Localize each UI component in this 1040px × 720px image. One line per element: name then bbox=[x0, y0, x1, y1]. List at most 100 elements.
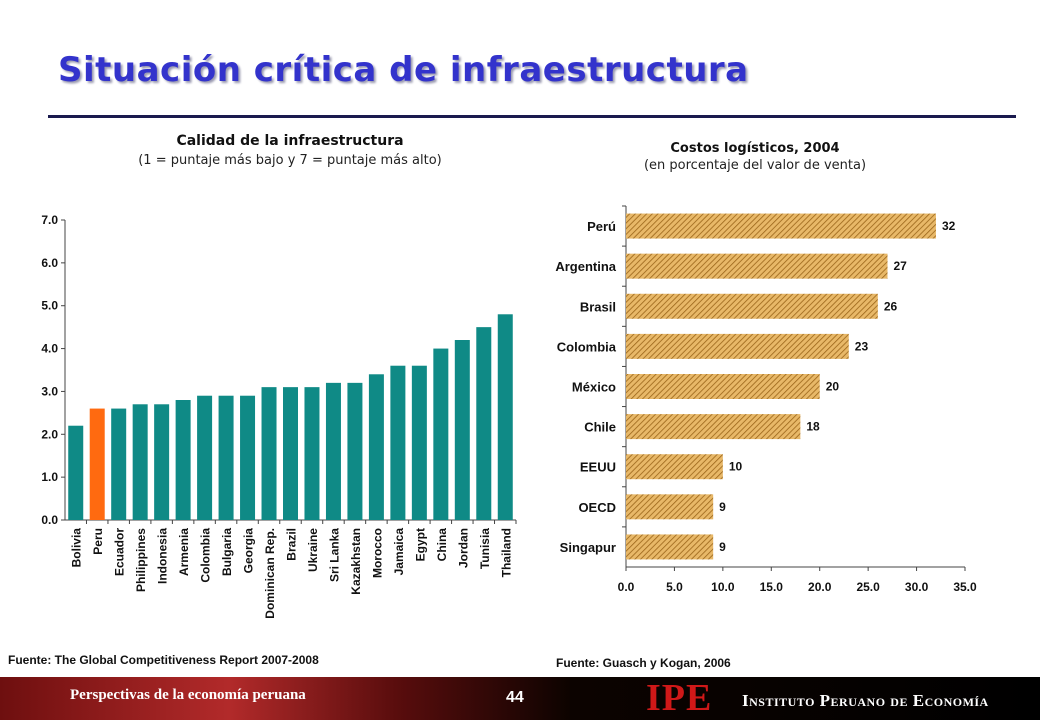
logistics-data-label: 9 bbox=[719, 540, 726, 554]
quality-y-tick-label: 7.0 bbox=[41, 213, 58, 227]
logistics-data-label: 32 bbox=[942, 219, 956, 233]
quality-category-label: Morocco bbox=[370, 528, 384, 578]
quality-category-label: China bbox=[435, 528, 449, 562]
logistics-bar-brasil bbox=[626, 293, 878, 319]
ipe-logo-name: Instituto Peruano de Economía bbox=[742, 691, 989, 710]
logistics-x-tick-label: 35.0 bbox=[953, 580, 977, 594]
quality-chart-source: Fuente: The Global Competitiveness Repor… bbox=[8, 653, 319, 667]
logistics-data-label: 27 bbox=[894, 259, 908, 273]
logistics-x-tick-label: 20.0 bbox=[808, 580, 832, 594]
quality-bar-ecuador bbox=[111, 408, 127, 520]
logistics-x-tick-label: 30.0 bbox=[905, 580, 929, 594]
quality-category-label: Kazakhstan bbox=[349, 528, 363, 595]
slide-title: Situación crítica de infraestructura bbox=[58, 50, 749, 90]
quality-bar-armenia bbox=[175, 400, 191, 520]
title-rule bbox=[48, 115, 1016, 118]
quality-bar-morocco bbox=[368, 374, 384, 520]
quality-category-label: Philippines bbox=[134, 528, 148, 592]
quality-bar-georgia bbox=[240, 395, 256, 520]
quality-y-tick-label: 5.0 bbox=[41, 299, 58, 313]
quality-bar-bulgaria bbox=[218, 395, 234, 520]
quality-y-tick-label: 1.0 bbox=[41, 470, 58, 484]
logistics-x-tick-label: 10.0 bbox=[711, 580, 735, 594]
logistics-bar-argentina bbox=[626, 253, 888, 279]
quality-category-label: Brazil bbox=[285, 528, 299, 561]
quality-chart: 0.0 1.0 2.0 3.0 4.0 5.0 6.0 7.0 Bolivia Peru Ecuad… bbox=[41, 213, 517, 619]
logistics-category-label: OECD bbox=[578, 500, 616, 515]
logistics-chart-header: Costos logísticos, 2004 (en porcentaje d… bbox=[545, 141, 965, 173]
logistics-category-label: Colombia bbox=[557, 339, 617, 354]
quality-bar-jordan bbox=[454, 340, 470, 520]
logistics-data-label: 10 bbox=[729, 460, 743, 474]
quality-category-label: Armenia bbox=[177, 528, 191, 576]
quality-y-tick-label: 2.0 bbox=[41, 427, 58, 441]
quality-bar-kazakhstan bbox=[347, 382, 363, 520]
quality-bar-ukraine bbox=[304, 387, 320, 520]
quality-category-label: Colombia bbox=[199, 528, 213, 583]
logistics-data-label: 18 bbox=[806, 420, 820, 434]
quality-category-label: Bulgaria bbox=[220, 528, 234, 576]
logistics-x-tick-label: 5.0 bbox=[666, 580, 683, 594]
quality-category-label: Sri Lanka bbox=[327, 528, 341, 582]
logistics-bar-chile bbox=[626, 414, 801, 440]
logistics-category-label: Brasil bbox=[580, 299, 616, 314]
quality-category-label: Jamaica bbox=[392, 528, 406, 576]
logistics-bar-singapur bbox=[626, 534, 714, 560]
quality-category-label: Bolivia bbox=[70, 528, 84, 568]
quality-bar-jamaica bbox=[390, 365, 406, 520]
quality-category-label: Georgia bbox=[242, 528, 256, 574]
quality-y-tick-label: 0.0 bbox=[41, 513, 58, 527]
logistics-category-label: Chile bbox=[584, 420, 616, 435]
logistics-category-label: Argentina bbox=[555, 259, 616, 274]
logistics-category-label: México bbox=[572, 380, 616, 395]
quality-category-label: Dominican Rep. bbox=[263, 528, 277, 619]
logistics-bar-colombia bbox=[626, 333, 849, 359]
quality-bar-thailand bbox=[497, 314, 513, 520]
quality-bar-brazil bbox=[283, 387, 298, 520]
quality-chart-header: Calidad de la infraestructura (1 = punta… bbox=[70, 133, 510, 168]
quality-category-label: Thailand bbox=[499, 528, 513, 577]
logistics-bar-oecd bbox=[626, 494, 714, 520]
logistics-category-label: Perú bbox=[587, 219, 616, 234]
quality-chart-title: Calidad de la infraestructura bbox=[176, 133, 404, 149]
logistics-bar-peru bbox=[626, 213, 936, 239]
quality-bar-sri-lanka bbox=[325, 382, 341, 520]
footer-bar: Perspectivas de la economía peruana 44 I… bbox=[0, 677, 1040, 720]
quality-category-label: Indonesia bbox=[156, 528, 170, 584]
logistics-category-label: Singapur bbox=[560, 540, 616, 555]
logistics-x-tick-label: 0.0 bbox=[618, 580, 635, 594]
logistics-data-label: 23 bbox=[855, 339, 869, 353]
quality-bar-indonesia bbox=[154, 404, 170, 520]
quality-bar-philippines bbox=[132, 404, 148, 520]
logistics-data-label: 26 bbox=[884, 299, 898, 313]
ipe-logo: IPE bbox=[646, 677, 713, 719]
quality-category-label: Peru bbox=[91, 528, 105, 555]
logistics-x-tick-label: 15.0 bbox=[760, 580, 784, 594]
quality-bar-peru bbox=[89, 408, 105, 520]
logistics-bar-mexico bbox=[626, 374, 820, 399]
quality-chart-subtitle: (1 = puntaje más bajo y 7 = puntaje más … bbox=[138, 153, 442, 168]
logistics-category-label: EEUU bbox=[580, 460, 616, 475]
logistics-chart: 0.0 5.0 10.0 15.0 20.0 25.0 30.0 35.0 Perú 32 Arge… bbox=[555, 205, 977, 594]
logistics-chart-source: Fuente: Guasch y Kogan, 2006 bbox=[556, 656, 731, 670]
quality-y-tick-label: 4.0 bbox=[41, 342, 58, 356]
quality-y-tick-label: 6.0 bbox=[41, 256, 58, 270]
quality-bar-china bbox=[433, 348, 449, 520]
quality-category-label: Egypt bbox=[413, 528, 427, 561]
quality-y-tick-label: 3.0 bbox=[41, 384, 58, 398]
quality-category-label: Tunisia bbox=[478, 528, 492, 569]
logistics-data-label: 20 bbox=[826, 380, 840, 394]
logistics-bar-eeuu bbox=[626, 454, 723, 480]
logistics-chart-subtitle: (en porcentaje del valor de venta) bbox=[643, 158, 867, 173]
page-number: 44 bbox=[506, 689, 524, 706]
logistics-x-tick-label: 25.0 bbox=[856, 580, 880, 594]
quality-category-label: Ukraine bbox=[306, 528, 320, 572]
logistics-chart-title: Costos logísticos, 2004 bbox=[670, 141, 840, 156]
quality-bar-bolivia bbox=[68, 425, 84, 520]
quality-bar-egypt bbox=[411, 365, 427, 520]
quality-bar-tunisia bbox=[476, 327, 492, 520]
footer-publication-title: Perspectivas de la economía peruana bbox=[70, 687, 306, 703]
quality-bar-dominican-rep bbox=[261, 387, 277, 520]
logistics-data-label: 9 bbox=[719, 500, 726, 514]
quality-category-label: Ecuador bbox=[113, 528, 127, 576]
